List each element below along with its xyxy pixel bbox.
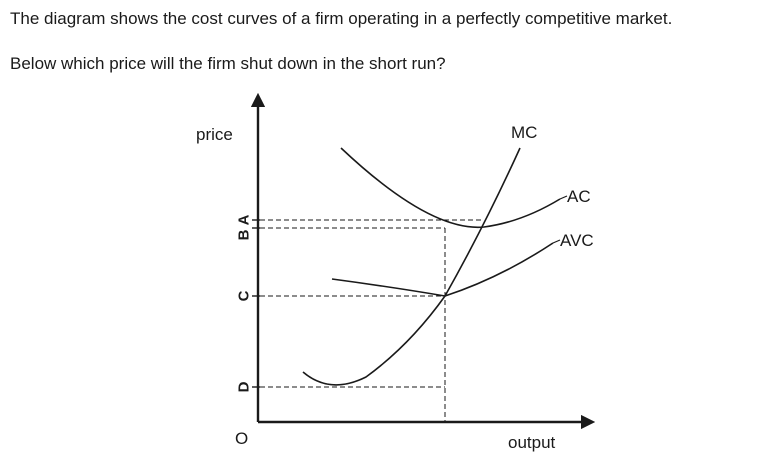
avc-label: AVC: [560, 231, 594, 250]
mc-curve: [302, 147, 521, 386]
question-text-line-1: The diagram shows the cost curves of a f…: [10, 9, 673, 28]
question-text-line-2: Below which price will the firm shut dow…: [10, 54, 446, 73]
mc-label: MC: [511, 123, 537, 142]
origin-label: O: [235, 429, 248, 448]
price-label-d: D: [236, 381, 253, 392]
price-label-b: B: [236, 229, 253, 240]
ac-label: AC: [567, 187, 591, 206]
ac-curve: [340, 147, 561, 229]
ac-label-pointer: [559, 195, 568, 200]
x-axis-label: output: [508, 433, 556, 452]
price-label-a: A: [236, 214, 253, 225]
price-label-c: C: [236, 290, 253, 301]
avc-curve: [331, 242, 554, 297]
y-axis-label: price: [196, 125, 233, 144]
avc-label-pointer: [552, 239, 561, 244]
